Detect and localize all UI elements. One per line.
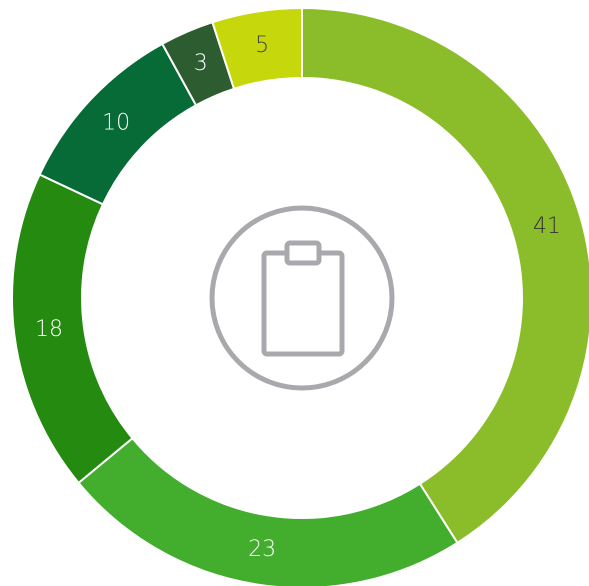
donut-slice bbox=[301, 6, 589, 545]
donut-slice bbox=[11, 173, 134, 485]
data-label: 10 bbox=[102, 110, 130, 135]
data-label: 18 bbox=[35, 317, 63, 342]
data-label: 23 bbox=[248, 537, 276, 562]
donut-slice bbox=[211, 6, 303, 91]
center-icon bbox=[209, 205, 395, 391]
icon-board bbox=[261, 250, 345, 357]
icon-clip bbox=[284, 240, 322, 266]
data-label: 5 bbox=[255, 33, 269, 58]
data-label: 3 bbox=[194, 51, 208, 76]
icon-circle bbox=[209, 205, 395, 391]
donut-slice bbox=[77, 436, 459, 586]
data-label: 41 bbox=[533, 214, 561, 239]
